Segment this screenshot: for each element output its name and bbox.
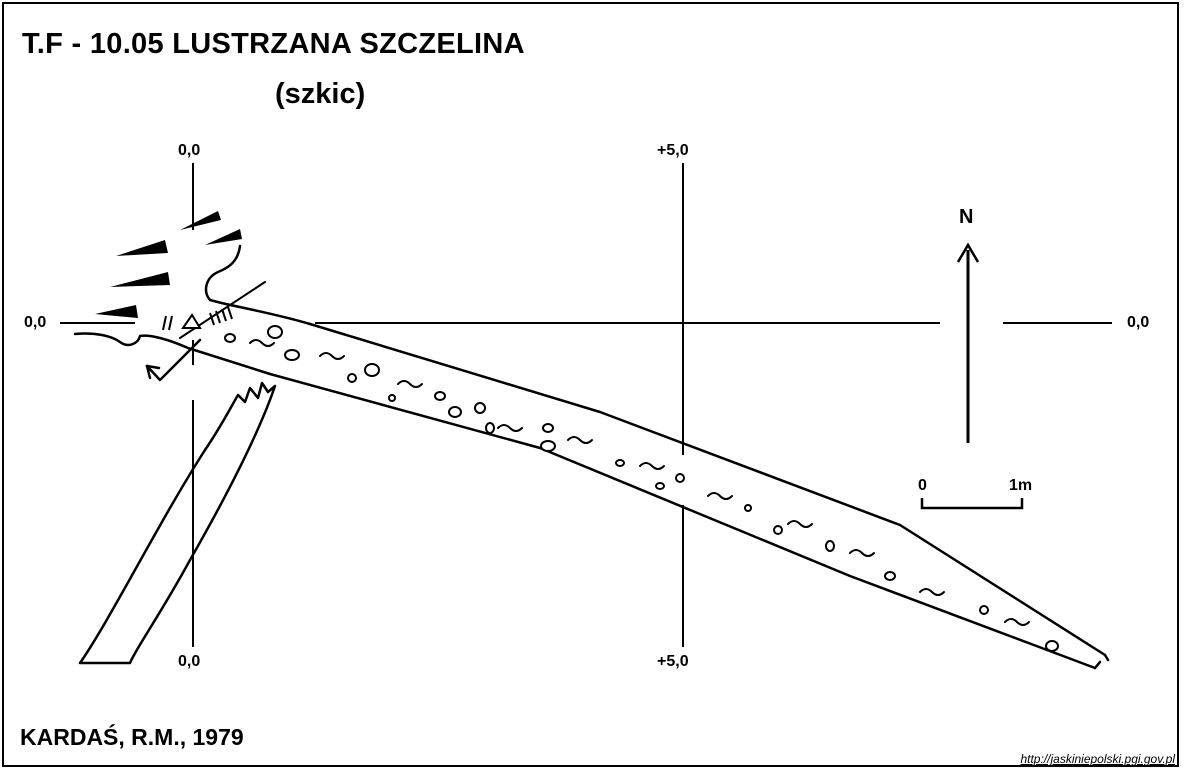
grid-lines	[60, 163, 1112, 647]
scale-label-start: 0	[918, 477, 927, 494]
survey-station-icon	[162, 306, 233, 331]
clay-symbols	[249, 339, 1030, 626]
map-subtitle: (szkic)	[275, 78, 366, 110]
north-label: N	[959, 206, 974, 228]
map-frame	[2, 2, 1179, 767]
author-credit: KARDAŚ, R.M., 1979	[20, 724, 244, 750]
source-link[interactable]: http://jaskiniepolski.pgi.gov.pl	[1020, 752, 1175, 766]
scale-label-end: 1m	[1009, 477, 1033, 494]
grid-label-left: 0,0	[24, 314, 47, 331]
grid-label-bottom-right: +5,0	[657, 653, 689, 670]
scale-bar	[920, 498, 1024, 510]
grid-label-right: 0,0	[1127, 314, 1150, 331]
boulder-symbols	[224, 325, 1059, 652]
grid-label-bottom-left: 0,0	[178, 653, 201, 670]
cave-outline	[73, 244, 1110, 670]
grid-label-top-left: 0,0	[178, 142, 201, 159]
overhang-hachures	[95, 211, 242, 318]
grid-label-top-right: +5,0	[657, 142, 689, 159]
north-arrow-icon	[956, 242, 980, 443]
map-title: T.F - 10.05 LUSTRZANA SZCZELINA	[22, 28, 525, 60]
